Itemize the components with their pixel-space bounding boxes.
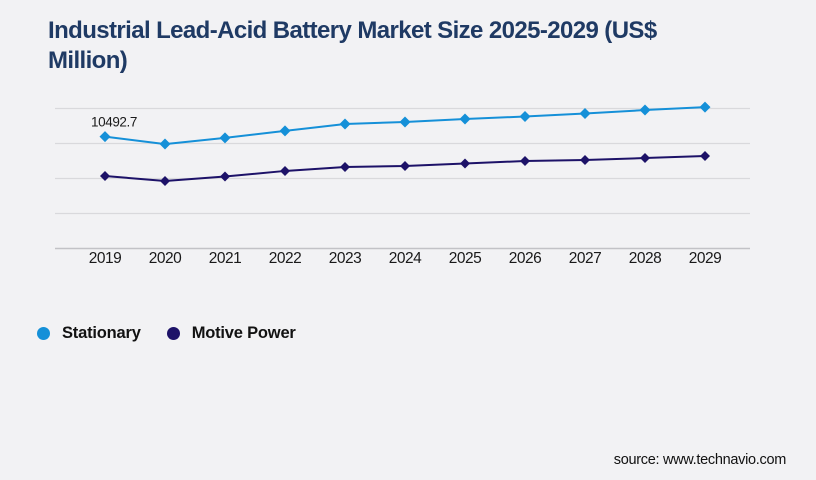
data-point-marker: [339, 118, 351, 130]
data-point-marker: [160, 176, 170, 187]
market-size-line-chart: 2019 2020 2021 2022 2023 2024 2025 2026 2027 2028…: [55, 101, 750, 267]
data-point-marker: [99, 131, 111, 143]
data-point-marker: [460, 158, 470, 169]
data-point-marker: [520, 156, 530, 166]
x-axis-label: 2027: [569, 250, 601, 267]
data-point-marker: [279, 125, 291, 137]
x-axis-label: 2023: [329, 250, 361, 267]
data-point-marker: [340, 162, 350, 173]
data-point-marker: [220, 171, 230, 182]
data-point-marker: [400, 161, 410, 172]
chart-legend: Stationary Motive Power: [37, 324, 296, 343]
data-point-marker: [700, 150, 710, 161]
chart-title: Industrial Lead-Acid Battery Market Size…: [48, 16, 778, 76]
legend-item-stationary: Stationary: [37, 324, 141, 343]
legend-item-motive-power: Motive Power: [166, 324, 296, 343]
data-point-marker: [399, 116, 411, 128]
data-point-marker: [219, 132, 231, 144]
legend-label: Stationary: [62, 324, 141, 342]
legend-label: Motive Power: [191, 324, 296, 342]
data-point-marker: [579, 108, 591, 120]
x-axis-label: 2025: [449, 250, 481, 267]
data-point-marker: [100, 170, 110, 181]
data-point-label: 10492.7: [91, 115, 137, 130]
chart-title-line1: Industrial Lead-Acid Battery Market Size…: [48, 17, 657, 44]
data-point-marker: [159, 138, 171, 150]
x-axis-label: 2029: [689, 250, 721, 267]
x-axis-label: 2020: [149, 250, 182, 267]
source-attribution: source: www.technavio.com: [613, 452, 787, 468]
chart-title-line2: Million): [48, 47, 128, 74]
data-point-marker: [640, 153, 650, 164]
legend-marker-icon: [37, 327, 50, 340]
x-axis-label: 2024: [389, 250, 422, 267]
data-point-marker: [459, 113, 471, 125]
x-axis-label: 2026: [509, 250, 541, 267]
x-axis-label: 2022: [269, 250, 301, 267]
legend-marker-icon: [166, 327, 180, 340]
data-point-marker: [699, 101, 711, 113]
data-point-marker: [580, 155, 590, 166]
x-axis-label: 2028: [629, 250, 661, 267]
data-point-marker: [280, 165, 290, 176]
data-point-marker: [519, 110, 531, 122]
data-point-marker: [639, 104, 651, 116]
x-axis-label: 2021: [209, 250, 241, 267]
x-axis-label: 2019: [89, 250, 121, 267]
